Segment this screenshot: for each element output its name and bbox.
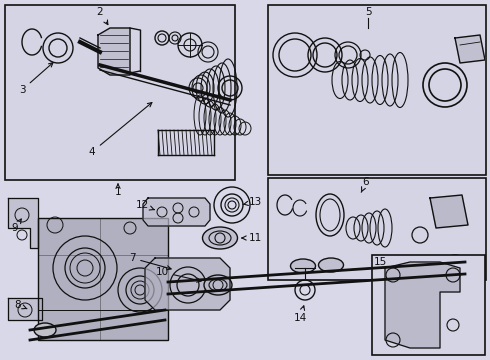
- Bar: [38, 218, 168, 340]
- Bar: [268, 178, 486, 280]
- Ellipse shape: [202, 227, 238, 249]
- Ellipse shape: [291, 259, 316, 273]
- Text: 1: 1: [115, 184, 122, 197]
- Polygon shape: [430, 195, 468, 228]
- Text: 6: 6: [361, 177, 369, 192]
- Ellipse shape: [34, 323, 56, 337]
- Text: 5: 5: [365, 7, 371, 17]
- Polygon shape: [8, 198, 38, 248]
- Bar: [268, 5, 486, 175]
- Polygon shape: [385, 262, 460, 348]
- Ellipse shape: [204, 275, 232, 295]
- Bar: [5, 5, 235, 180]
- Polygon shape: [8, 298, 42, 320]
- Ellipse shape: [444, 255, 466, 269]
- Polygon shape: [98, 28, 130, 75]
- Text: 8: 8: [15, 300, 27, 310]
- Text: 11: 11: [242, 233, 262, 243]
- Text: 10: 10: [155, 267, 201, 282]
- Text: 13: 13: [243, 197, 262, 207]
- Polygon shape: [143, 198, 210, 226]
- Bar: [372, 255, 485, 355]
- Text: 14: 14: [294, 306, 307, 323]
- Text: 3: 3: [19, 63, 53, 95]
- Ellipse shape: [318, 258, 343, 272]
- Text: 7: 7: [129, 253, 171, 270]
- Text: 15: 15: [373, 257, 387, 267]
- Polygon shape: [145, 258, 230, 310]
- Text: 4: 4: [89, 103, 152, 157]
- Text: 12: 12: [135, 200, 154, 210]
- Polygon shape: [455, 35, 485, 63]
- Text: 2: 2: [97, 7, 108, 24]
- Text: 9: 9: [12, 219, 21, 233]
